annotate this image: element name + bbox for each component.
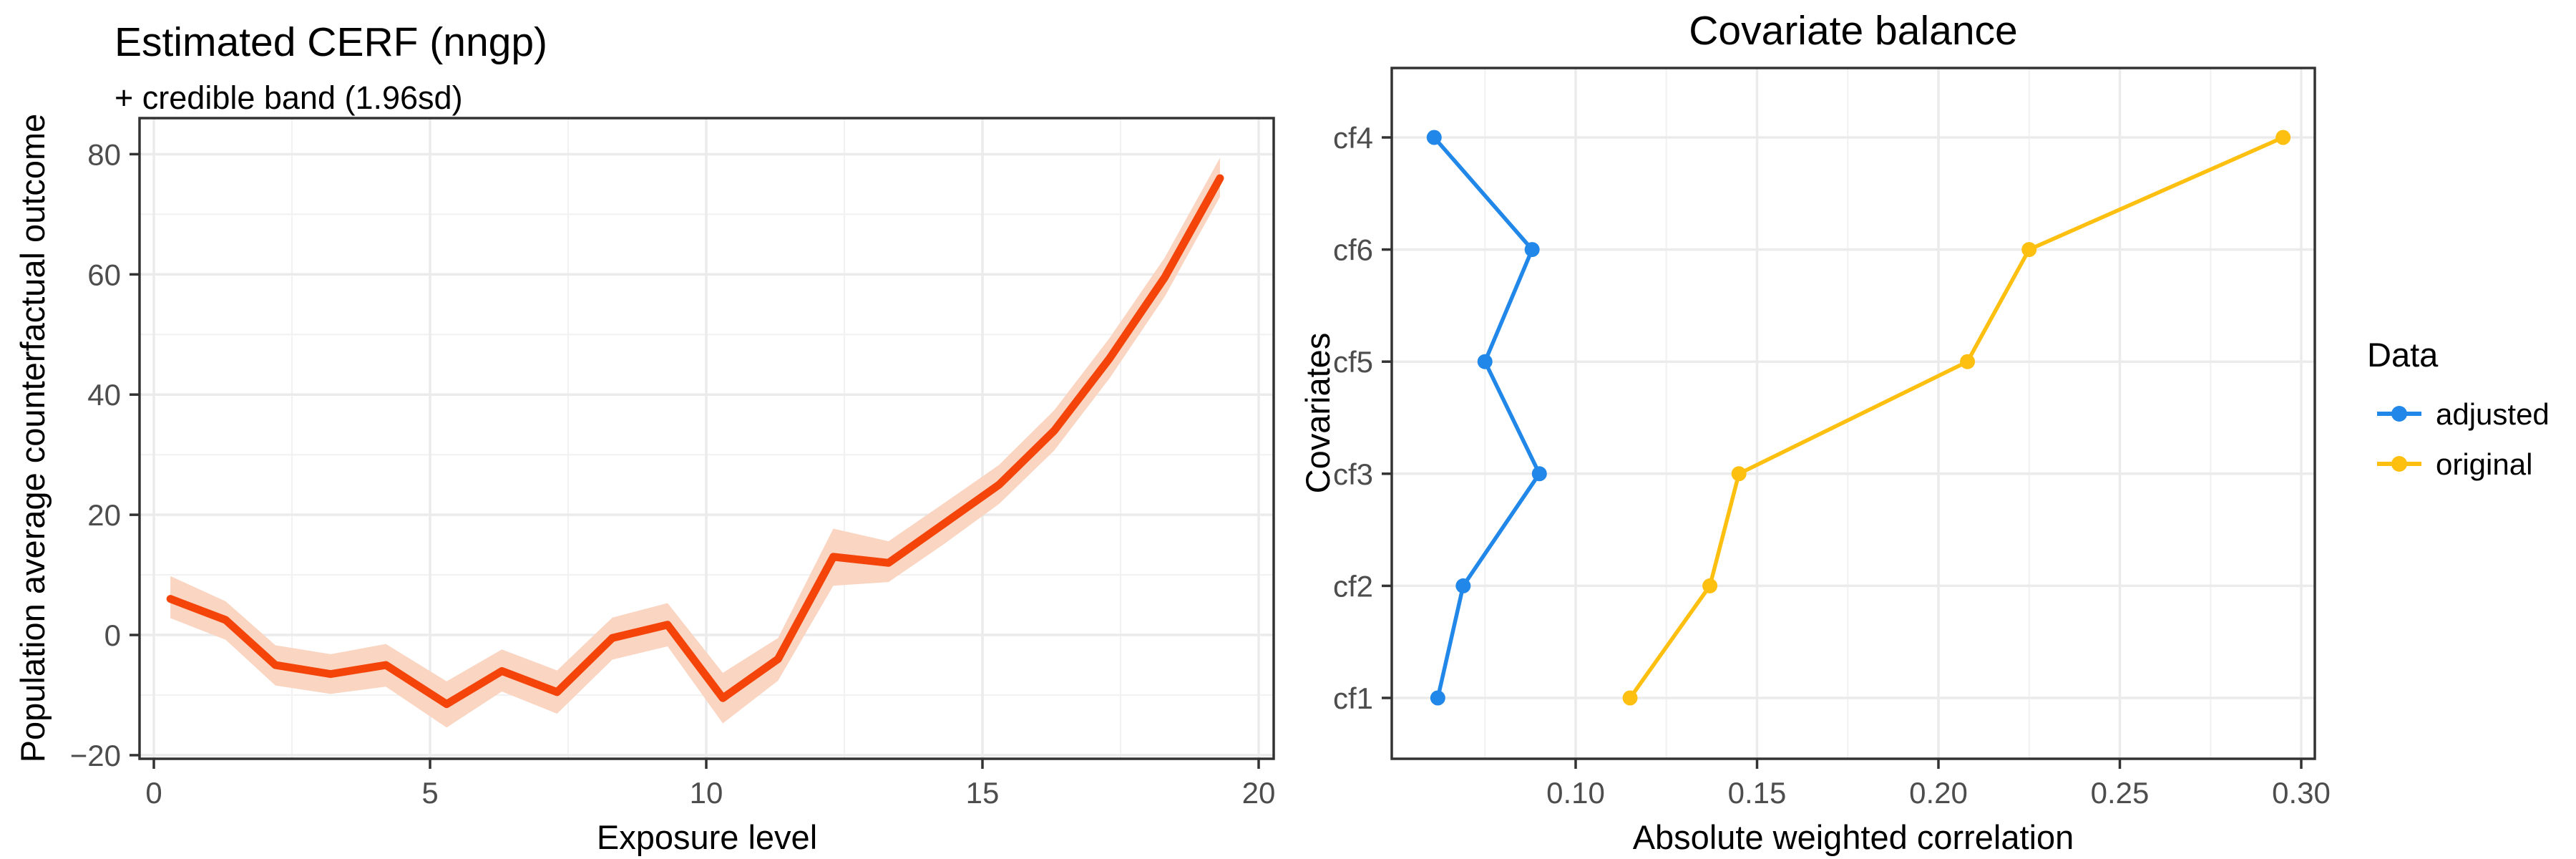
series-line-original: [1628, 135, 2284, 699]
left-x-axis-title: Exposure level: [597, 818, 817, 856]
legend-item-original: original: [2377, 447, 2532, 481]
data-point-adjusted: [1430, 690, 1445, 706]
data-point-original: [1622, 690, 1638, 706]
covariate-balance-chart: cf1 cf2 cf3 cf5 cf6 cf4 0.10 0.15 0.20 0.25 0.30 C…: [1299, 8, 2550, 856]
x-tick-label: 5: [421, 776, 438, 810]
legend-item-adjusted: adjusted: [2377, 397, 2550, 431]
x-tick-label: 0.10: [1546, 776, 1605, 810]
x-tick-label: 0.25: [2091, 776, 2150, 810]
legend-dot-original-icon: [2391, 456, 2407, 472]
x-tick-label: 0.30: [2272, 776, 2331, 810]
data-point-adjusted: [1455, 578, 1471, 593]
panel-border: [1390, 67, 2316, 760]
data-point-adjusted: [1477, 354, 1493, 369]
y-tick-label: 80: [87, 137, 121, 171]
cerf-line: [166, 174, 1224, 709]
credible-band: [170, 157, 1220, 728]
category-label: cf2: [1333, 569, 1373, 603]
right-chart-title: Covariate balance: [1689, 8, 2017, 54]
data-point-original: [1960, 354, 1976, 369]
y-tick-label: 40: [87, 378, 121, 412]
left-chart-subtitle: + credible band (1.96sd): [114, 79, 463, 116]
data-point-original: [1731, 466, 1747, 482]
data-point-adjusted: [1531, 466, 1547, 482]
left-chart-title: Estimated CERF (nngp): [114, 19, 547, 65]
legend-label-original: original: [2436, 447, 2532, 481]
right-y-axis-title: Covariates: [1299, 333, 1337, 494]
legend-label-adjusted: adjusted: [2436, 397, 2550, 431]
category-label: cf4: [1333, 121, 1373, 155]
legend: Data adjusted original: [2367, 336, 2550, 481]
cerf-plot-area: −20 0 20 40 60 80 0 5 10 15 20: [70, 117, 1276, 810]
series-line-adjusted: [1433, 136, 1542, 699]
data-point-adjusted: [1426, 130, 1442, 145]
category-label: cf1: [1333, 681, 1373, 715]
category-label: cf3: [1333, 457, 1373, 491]
x-tick-label: 0.15: [1728, 776, 1787, 810]
cerf-chart: −20 0 20 40 60 80 0 5 10 15 20 Estimated CERF (nng…: [14, 19, 1276, 856]
category-label: cf6: [1333, 233, 1373, 267]
x-tick-label: 0: [145, 776, 162, 810]
data-point-original: [2021, 242, 2037, 258]
y-tick-label: −20: [70, 739, 121, 772]
data-point-original: [2275, 130, 2291, 145]
legend-dot-adjusted-icon: [2391, 406, 2407, 422]
legend-title: Data: [2367, 336, 2439, 374]
data-point-original: [1702, 578, 1718, 593]
y-tick-label: 60: [87, 258, 121, 291]
left-y-axis-title: Population average counterfactual outcom…: [14, 114, 52, 763]
category-label: cf5: [1333, 345, 1373, 379]
x-tick-label: 20: [1242, 776, 1276, 810]
y-tick-label: 20: [87, 498, 121, 532]
x-tick-label: 0.20: [1909, 776, 1968, 810]
y-tick-label: 0: [104, 618, 121, 652]
data-point-adjusted: [1524, 242, 1540, 258]
right-x-axis-title: Absolute weighted correlation: [1633, 818, 2074, 856]
balance-plot-area: cf1 cf2 cf3 cf5 cf6 cf4 0.10 0.15 0.20 0.25 0.30: [1333, 67, 2331, 810]
x-tick-label: 15: [966, 776, 1000, 810]
x-tick-label: 10: [690, 776, 723, 810]
